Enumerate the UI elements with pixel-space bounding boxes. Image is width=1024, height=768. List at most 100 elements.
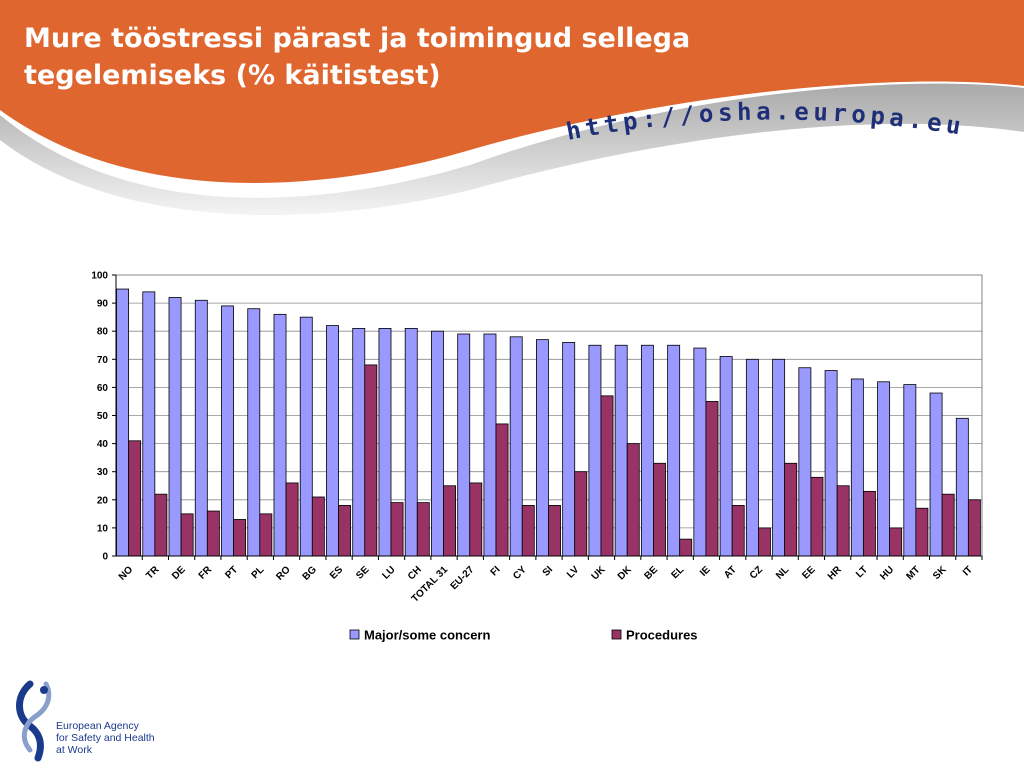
bar-concern <box>850 378 864 557</box>
bar-concern <box>588 344 602 557</box>
bar-concern <box>431 330 444 557</box>
x-tick-label: ES <box>328 564 345 581</box>
bar-procedures <box>259 513 273 557</box>
y-tick-label: 90 <box>97 299 109 310</box>
y-tick-label: 100 <box>91 271 108 282</box>
x-tick-label: SI <box>541 564 556 579</box>
bar-concern <box>273 313 287 557</box>
bar-procedures <box>653 462 666 557</box>
x-tick-label: EL <box>670 564 687 581</box>
bar-concern <box>247 308 261 557</box>
x-tick-label: PL <box>250 564 267 581</box>
bar-concern <box>562 342 576 557</box>
x-tick-label: AT <box>722 564 739 581</box>
x-tick-label: HU <box>878 564 896 582</box>
x-tick-label: RO <box>274 564 293 583</box>
bar-procedures <box>233 519 247 557</box>
y-tick-label: 80 <box>97 327 109 338</box>
chart-bars <box>116 288 981 557</box>
x-tick-label: IE <box>698 564 713 579</box>
bar-concern <box>824 370 838 557</box>
bar-concern <box>536 339 549 557</box>
bar-procedures <box>154 493 168 557</box>
bar-concern <box>614 344 628 557</box>
x-tick-label: BE <box>642 564 660 582</box>
bar-concern <box>719 356 733 557</box>
y-tick-labels: 0 10 20 30 40 50 60 70 80 90 100 <box>91 271 108 563</box>
bar-procedures <box>967 499 981 557</box>
x-tick-label: EU-27 <box>449 564 477 592</box>
bar-procedures <box>836 485 850 557</box>
x-tick-label: IT <box>961 564 975 578</box>
legend-swatch <box>349 629 360 640</box>
header-banner <box>0 0 1024 215</box>
bar-procedures <box>521 505 535 557</box>
bar-procedures <box>705 401 719 557</box>
x-tick-label: NL <box>774 564 791 581</box>
bar-concern <box>955 417 969 557</box>
bar-concern <box>693 347 707 557</box>
slide-title: Mure tööstressi pärast ja toimingud sell… <box>24 23 691 91</box>
y-tick-label: 50 <box>97 411 109 422</box>
x-tick-label: CZ <box>748 564 765 581</box>
x-tick-label: HR <box>826 564 845 583</box>
y-tick-label: 20 <box>97 495 109 506</box>
x-tick-label: CY <box>511 564 529 582</box>
x-tick-label: LU <box>380 564 397 581</box>
bar-procedures <box>443 485 456 557</box>
agency-logo-icon <box>16 680 52 762</box>
bar-concern <box>877 381 891 557</box>
y-tick-label: 30 <box>97 467 109 478</box>
header-shadow-swoosh <box>0 83 1024 215</box>
x-tick-label: FR <box>197 564 215 582</box>
x-tick-label: TR <box>144 564 162 582</box>
x-tick-label: DK <box>616 564 635 583</box>
x-tick-label: SK <box>931 564 949 582</box>
bar-procedures <box>390 502 404 557</box>
x-tick-label: DE <box>170 564 188 582</box>
bar-procedures <box>495 423 509 557</box>
bar-concern <box>194 299 208 557</box>
bar-concern <box>772 358 786 557</box>
bar-procedures <box>679 538 693 557</box>
x-tick-label: LV <box>565 564 582 581</box>
bar-procedures <box>600 395 614 557</box>
bar-concern <box>929 392 943 557</box>
bar-concern <box>457 333 471 557</box>
y-tick-label: 70 <box>97 355 109 366</box>
bar-procedures <box>416 502 430 557</box>
bar-concern <box>221 305 234 557</box>
header-orange-shape <box>0 0 1024 183</box>
bar-procedures <box>574 471 588 557</box>
bar-procedures <box>784 462 798 557</box>
x-tick-label: SE <box>354 564 371 581</box>
bar-concern <box>404 327 418 557</box>
bar-concern <box>168 297 182 557</box>
bar-procedures <box>810 476 824 557</box>
bar-procedures <box>311 496 325 557</box>
bar-concern <box>745 358 759 557</box>
bar-procedures <box>338 505 352 557</box>
legend-label: Procedures <box>626 628 698 643</box>
bar-procedures <box>626 443 640 557</box>
y-tick-label: 10 <box>97 523 109 534</box>
bar-procedures <box>862 490 876 557</box>
chart-axes <box>112 274 983 560</box>
bar-procedures <box>469 482 483 557</box>
bar-concern <box>483 333 497 557</box>
x-tick-label: BG <box>301 564 320 583</box>
bar-procedures <box>731 505 745 557</box>
bar-concern <box>116 288 129 557</box>
bar-concern <box>299 316 313 557</box>
bar-procedures <box>285 482 299 557</box>
agency-logo-text: European Agency for Safety and Health at… <box>56 720 155 756</box>
bar-concern <box>142 291 156 557</box>
bar-procedures <box>180 513 194 557</box>
x-tick-label: CH <box>406 564 424 582</box>
bar-procedures <box>889 527 903 557</box>
y-tick-label: 60 <box>97 383 109 394</box>
bar-concern <box>903 384 917 557</box>
x-tick-label: MT <box>905 564 923 582</box>
bar-concern <box>640 344 654 557</box>
